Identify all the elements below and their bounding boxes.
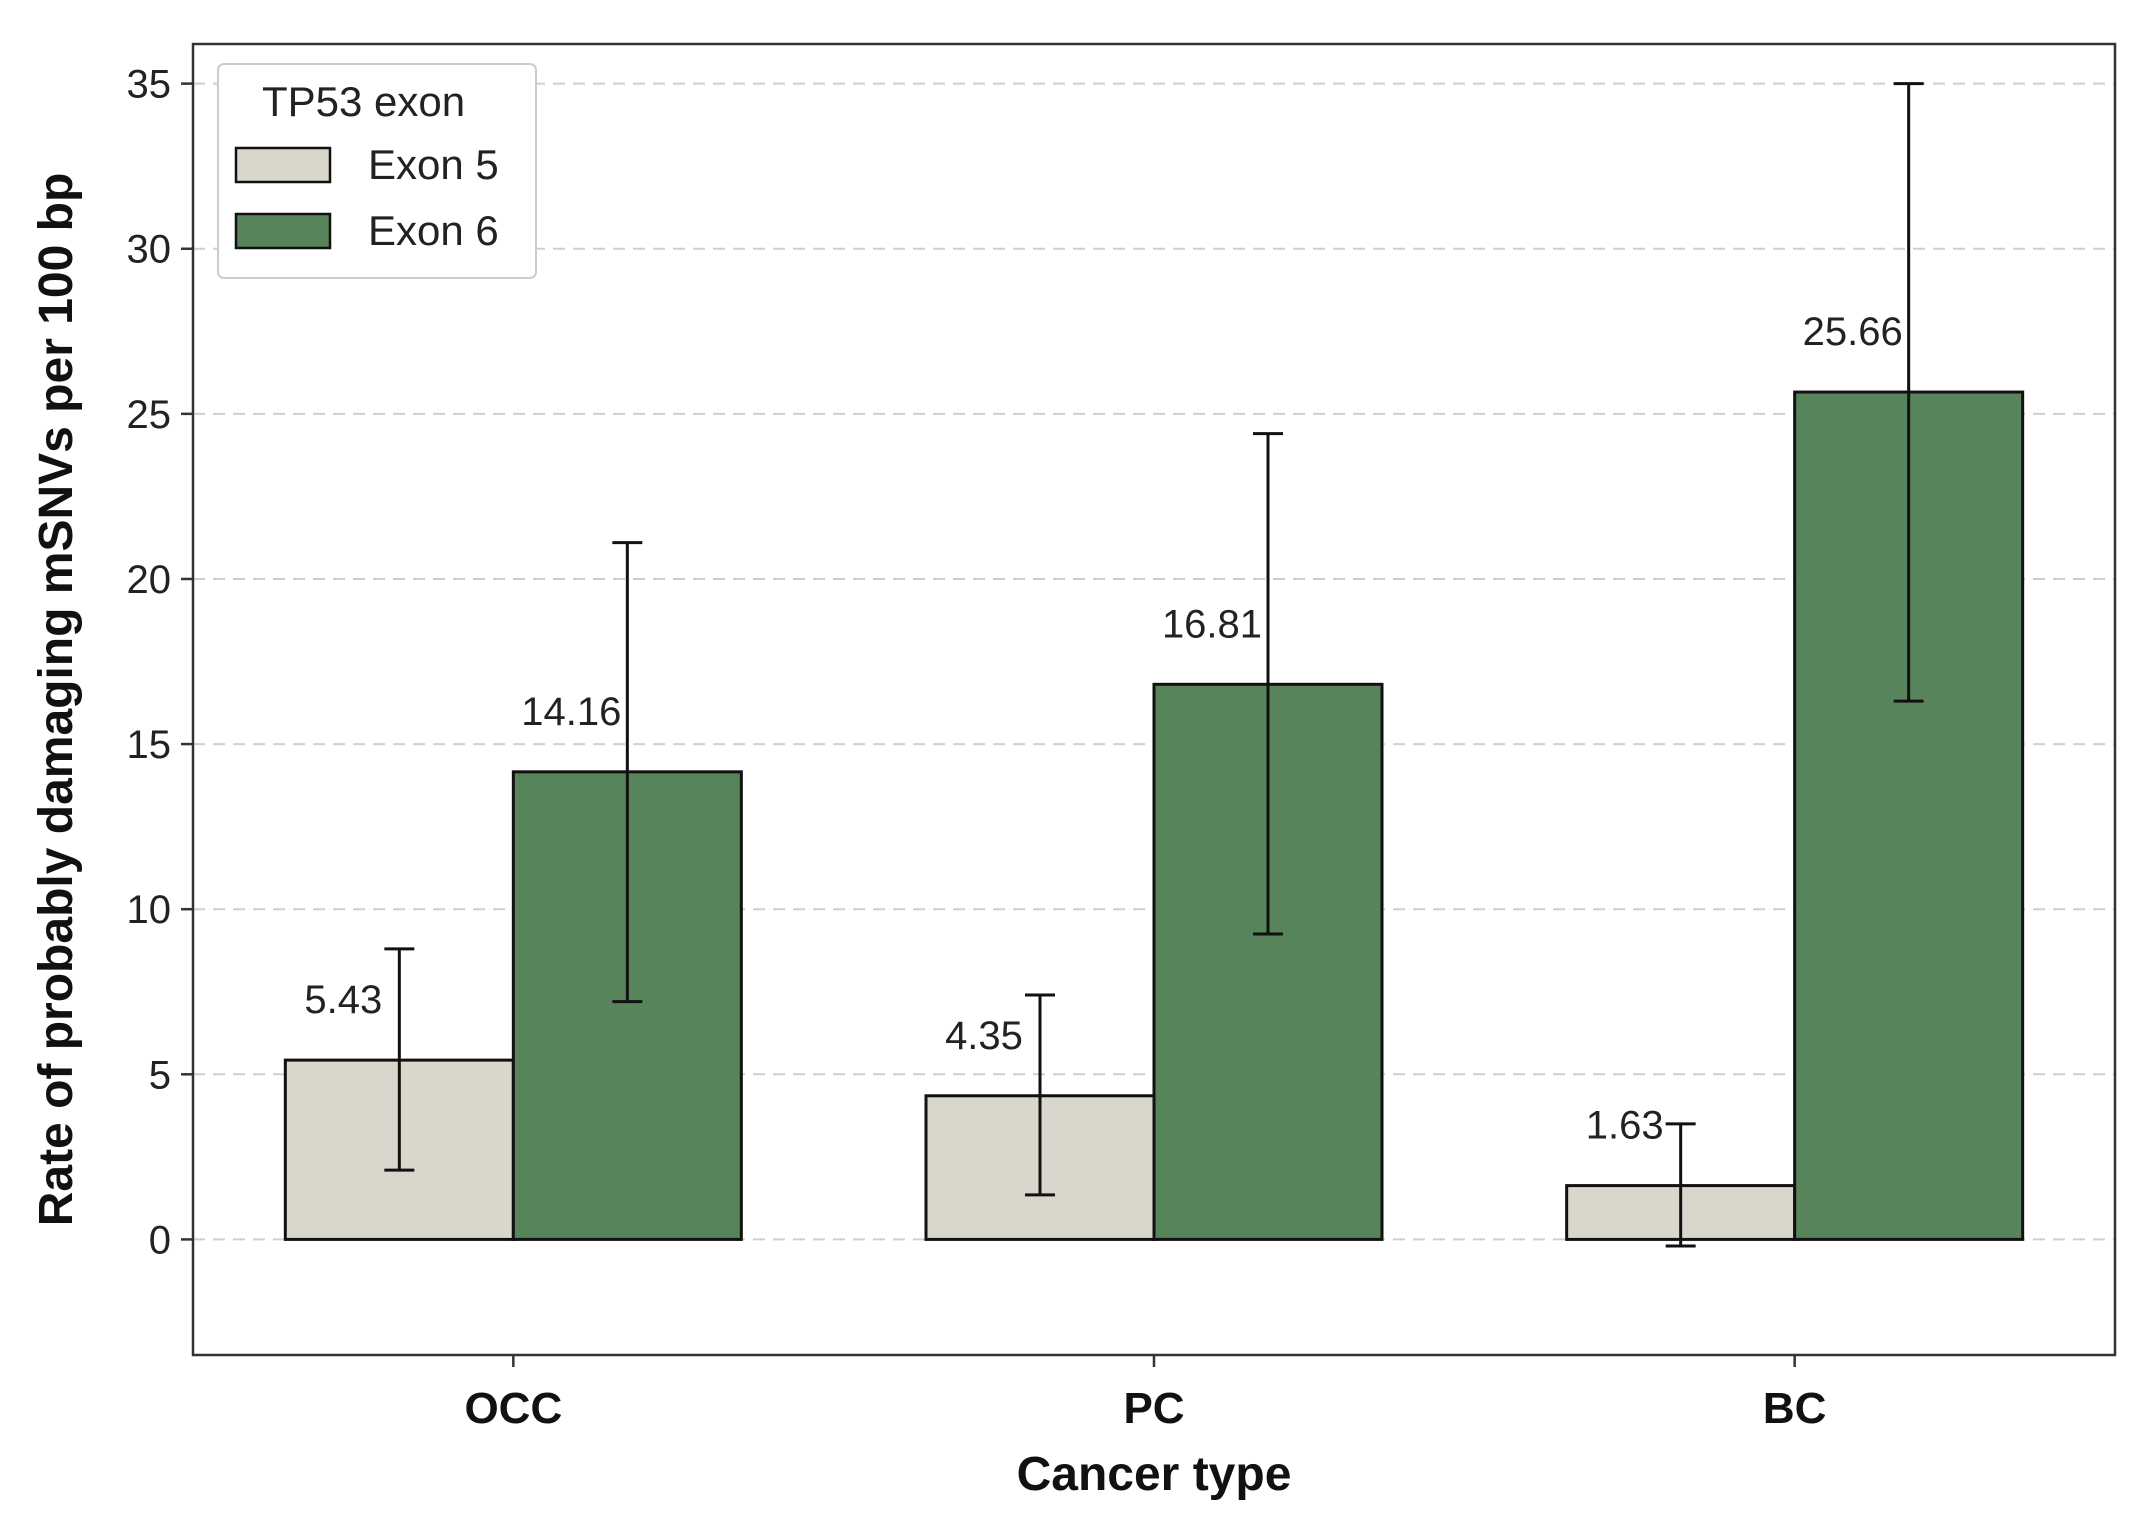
- value-label-occ-exon-6: 14.16: [521, 690, 621, 734]
- x-axis-title: Cancer type: [1017, 1448, 1292, 1501]
- error-bar-bc-exon-5: [1665, 1122, 1696, 1248]
- y-tick-label-10: 10: [127, 888, 172, 932]
- error-bars: [384, 82, 1924, 1248]
- value-label-pc-exon-6: 16.81: [1162, 602, 1262, 646]
- x-tick-label-pc: PC: [1123, 1384, 1184, 1433]
- value-label-pc-exon-5: 4.35: [945, 1014, 1023, 1058]
- bar-pc-exon-6: [1152, 682, 1384, 1241]
- value-label-occ-exon-5: 5.43: [304, 978, 382, 1022]
- bars: [283, 390, 2025, 1241]
- error-bar-occ-exon-6: [612, 541, 643, 1004]
- value-labels: 5.43 14.16 4.35 16.81 1.63 25.66: [304, 310, 1902, 1148]
- y-tick-label-20: 20: [127, 558, 172, 602]
- legend-swatch-exon-5: [234, 146, 332, 184]
- y-tick-label-25: 25: [127, 393, 172, 437]
- legend-label-exon-6: Exon 6: [368, 207, 499, 254]
- value-label-bc-exon-6: 25.66: [1803, 310, 1903, 354]
- y-tick-label-0: 0: [149, 1218, 171, 1262]
- y-tick-label-5: 5: [149, 1053, 171, 1097]
- x-tick-label-occ: OCC: [464, 1384, 562, 1433]
- x-tick-label-bc: BC: [1763, 1384, 1827, 1433]
- legend-swatch-exon-6: [234, 212, 332, 250]
- legend-title: TP53 exon: [262, 78, 465, 125]
- error-bar-pc-exon-6: [1253, 432, 1283, 936]
- value-label-bc-exon-5: 1.63: [1586, 1104, 1664, 1148]
- legend-label-exon-5: Exon 5: [368, 141, 499, 188]
- axis-ticks: 0 5 10 15 20 25 30 35 OCC PC BC: [127, 63, 1827, 1433]
- y-tick-label-15: 15: [127, 723, 172, 767]
- y-tick-label-35: 35: [127, 63, 172, 107]
- error-bar-occ-exon-5: [384, 947, 415, 1172]
- error-bar-pc-exon-5: [1025, 993, 1055, 1197]
- error-bar-bc-exon-6: [1893, 82, 1924, 703]
- legend: TP53 exon Exon 5 Exon 6: [217, 63, 537, 279]
- y-tick-label-30: 30: [127, 228, 172, 272]
- y-axis-title: Rate of probably damaging mSNVs per 100 …: [30, 173, 83, 1227]
